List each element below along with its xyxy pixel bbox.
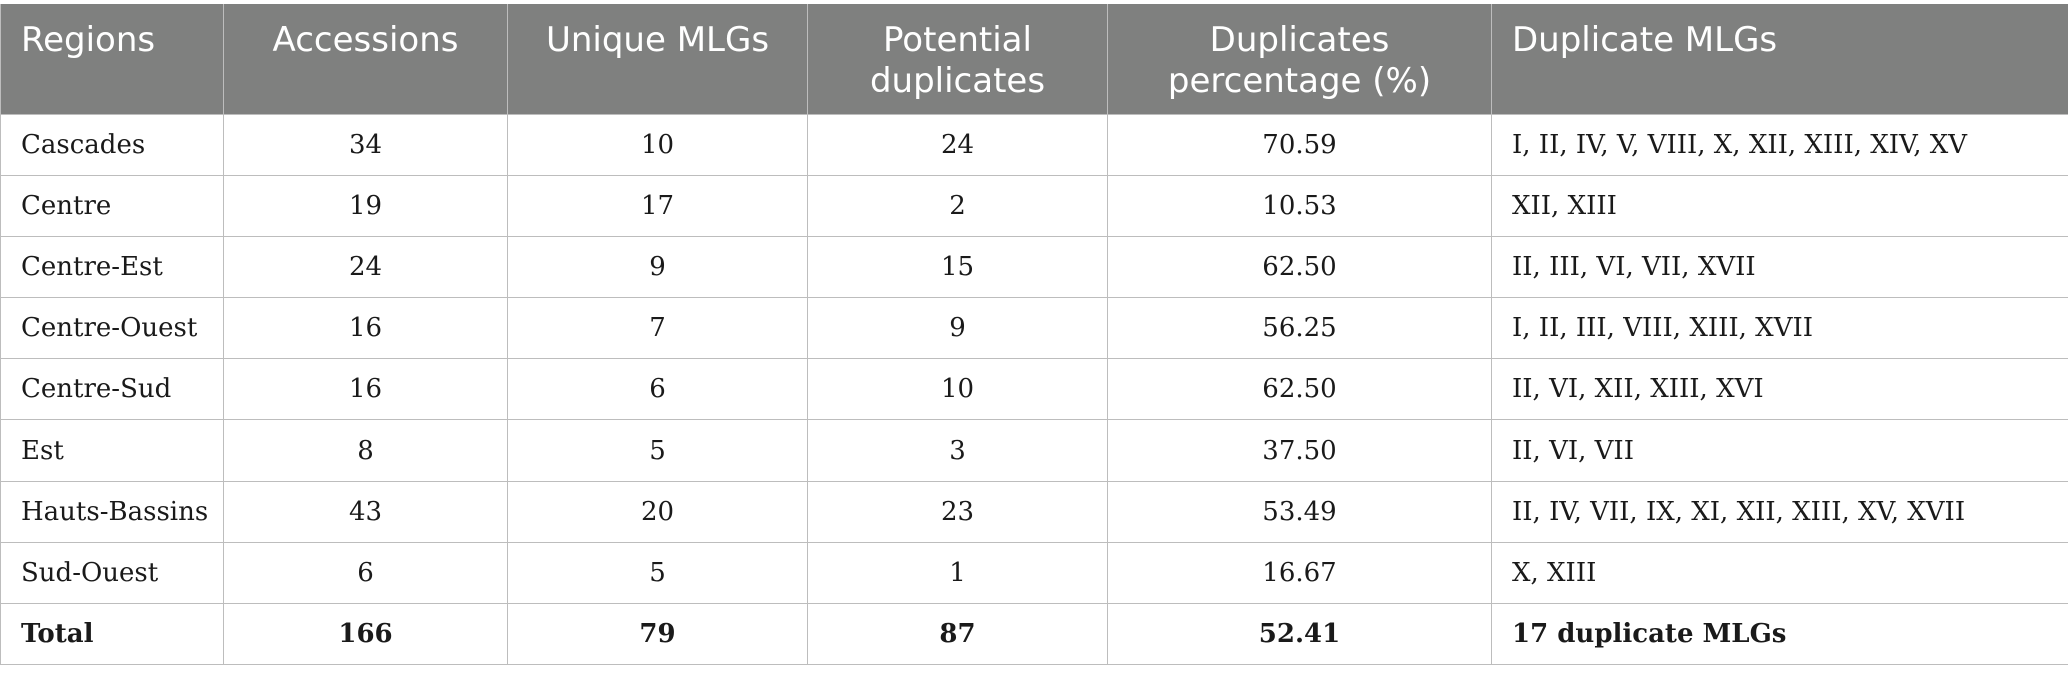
duplicates-table: Regions Accessions Unique MLGs Potential… xyxy=(0,4,2068,666)
cell-potential-duplicates: 2 xyxy=(807,174,1108,237)
cell-region: Centre-Est xyxy=(0,235,224,299)
cell-unique-mlgs: 20 xyxy=(507,480,808,543)
header-accessions: Accessions xyxy=(223,4,508,114)
cell-unique-mlgs: 5 xyxy=(507,419,808,482)
total-row: Total 166 79 87 52.41 17 duplicate MLGs xyxy=(0,602,2068,666)
cell-region: Cascades xyxy=(0,113,224,176)
cell-duplicates-percentage: 62.50 xyxy=(1107,235,1492,299)
cell-region: Centre xyxy=(0,174,224,237)
cell-unique-mlgs: 17 xyxy=(507,174,808,237)
header-potential-duplicates-line1: Potential xyxy=(883,20,1032,60)
total-accessions: 166 xyxy=(223,602,508,666)
total-duplicates-percentage: 52.41 xyxy=(1107,602,1492,666)
cell-duplicate-mlgs: X, XIII xyxy=(1491,541,2068,605)
total-duplicate-mlgs: 17 duplicate MLGs xyxy=(1491,602,2068,666)
cell-duplicates-percentage: 10.53 xyxy=(1107,174,1492,237)
cell-duplicates-percentage: 70.59 xyxy=(1107,113,1492,176)
header-duplicates-percentage-line1: Duplicates xyxy=(1209,20,1390,60)
cell-accessions: 8 xyxy=(223,419,508,482)
total-potential-duplicates: 87 xyxy=(807,602,1108,666)
cell-duplicates-percentage: 16.67 xyxy=(1107,541,1492,605)
header-duplicate-mlgs: Duplicate MLGs xyxy=(1491,4,2068,114)
cell-duplicates-percentage: 62.50 xyxy=(1107,358,1492,421)
total-unique-mlgs: 79 xyxy=(507,602,808,666)
cell-unique-mlgs: 10 xyxy=(507,113,808,176)
cell-potential-duplicates: 3 xyxy=(807,419,1108,482)
header-row: Regions Accessions Unique MLGs Potential… xyxy=(0,4,2068,114)
cell-duplicates-percentage: 37.50 xyxy=(1107,419,1492,482)
table-row: Est 8 5 3 37.50 II, VI, VII xyxy=(0,419,2068,482)
cell-accessions: 43 xyxy=(223,480,508,543)
cell-duplicate-mlgs: II, VI, XII, XIII, XVI xyxy=(1491,358,2068,421)
table-row: Hauts-Bassins 43 20 23 53.49 II, IV, VII… xyxy=(0,480,2068,543)
cell-region: Est xyxy=(0,419,224,482)
cell-region: Centre-Sud xyxy=(0,358,224,421)
cell-potential-duplicates: 15 xyxy=(807,235,1108,299)
header-accessions-line1: Accessions xyxy=(272,20,459,60)
cell-duplicate-mlgs: II, VI, VII xyxy=(1491,419,2068,482)
cell-unique-mlgs: 7 xyxy=(507,297,808,360)
cell-duplicate-mlgs: I, II, III, VIII, XIII, XVII xyxy=(1491,297,2068,360)
table-header: Regions Accessions Unique MLGs Potential… xyxy=(0,4,2068,114)
cell-accessions: 6 xyxy=(223,541,508,605)
cell-potential-duplicates: 1 xyxy=(807,541,1108,605)
header-unique-mlgs-line1: Unique MLGs xyxy=(545,20,770,60)
total-label: Total xyxy=(0,602,224,666)
cell-accessions: 16 xyxy=(223,297,508,360)
table-row: Centre-Ouest 16 7 9 56.25 I, II, III, VI… xyxy=(0,297,2068,360)
cell-potential-duplicates: 23 xyxy=(807,480,1108,543)
cell-accessions: 34 xyxy=(223,113,508,176)
cell-duplicate-mlgs: II, III, VI, VII, XVII xyxy=(1491,235,2068,299)
cell-duplicate-mlgs: XII, XIII xyxy=(1491,174,2068,237)
cell-unique-mlgs: 5 xyxy=(507,541,808,605)
cell-duplicate-mlgs: II, IV, VII, IX, XI, XII, XIII, XV, XVII xyxy=(1491,480,2068,543)
cell-potential-duplicates: 9 xyxy=(807,297,1108,360)
cell-unique-mlgs: 6 xyxy=(507,358,808,421)
table-row: Sud-Ouest 6 5 1 16.67 X, XIII xyxy=(0,541,2068,605)
header-potential-duplicates-line2: duplicates xyxy=(869,61,1046,101)
cell-duplicates-percentage: 56.25 xyxy=(1107,297,1492,360)
cell-accessions: 19 xyxy=(223,174,508,237)
header-duplicates-percentage-line2: percentage (%) xyxy=(1167,61,1432,101)
cell-region: Centre-Ouest xyxy=(0,297,224,360)
header-duplicates-percentage: Duplicates percentage (%) xyxy=(1107,4,1492,114)
table-row: Centre-Sud 16 6 10 62.50 II, VI, XII, XI… xyxy=(0,358,2068,421)
header-unique-mlgs: Unique MLGs xyxy=(507,4,808,114)
cell-duplicates-percentage: 53.49 xyxy=(1107,480,1492,543)
cell-duplicate-mlgs: I, II, IV, V, VIII, X, XII, XIII, XIV, X… xyxy=(1491,113,2068,176)
table-row: Cascades 34 10 24 70.59 I, II, IV, V, VI… xyxy=(0,113,2068,176)
cell-potential-duplicates: 10 xyxy=(807,358,1108,421)
cell-potential-duplicates: 24 xyxy=(807,113,1108,176)
table-row: Centre 19 17 2 10.53 XII, XIII xyxy=(0,174,2068,237)
header-regions-line1: Regions xyxy=(21,20,156,60)
cell-unique-mlgs: 9 xyxy=(507,235,808,299)
table-body: Cascades 34 10 24 70.59 I, II, IV, V, VI… xyxy=(0,113,2068,666)
cell-accessions: 24 xyxy=(223,235,508,299)
header-regions: Regions xyxy=(0,4,224,114)
cell-region: Sud-Ouest xyxy=(0,541,224,605)
header-potential-duplicates: Potential duplicates xyxy=(807,4,1108,114)
cell-accessions: 16 xyxy=(223,358,508,421)
header-duplicate-mlgs-line1: Duplicate MLGs xyxy=(1512,20,1778,60)
cell-region: Hauts-Bassins xyxy=(0,480,224,543)
table-row: Centre-Est 24 9 15 62.50 II, III, VI, VI… xyxy=(0,235,2068,299)
